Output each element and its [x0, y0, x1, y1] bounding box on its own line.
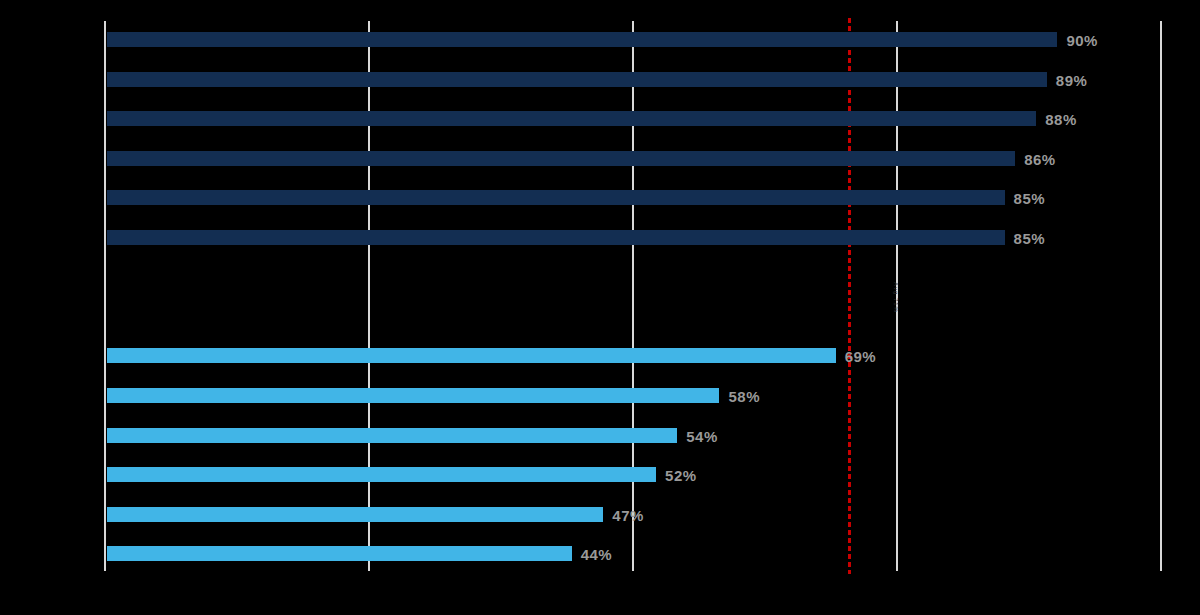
bar-value-label: 52% — [665, 467, 697, 484]
bar-value-label: 58% — [728, 387, 760, 404]
bar-value-label: 86% — [1024, 150, 1056, 167]
average-reference-line — [848, 18, 851, 574]
bar-bottom-group-light-blue-0 — [107, 348, 836, 363]
bar-bottom-group-light-blue-2 — [107, 428, 677, 443]
bar-value-label: 90% — [1066, 32, 1098, 49]
bar-value-label: 69% — [845, 348, 877, 365]
value-axis-line — [104, 21, 106, 571]
bar-value-label: 44% — [581, 546, 613, 563]
bar-top-group-dark-navy-5 — [107, 230, 1005, 245]
bar-value-label: 89% — [1056, 71, 1088, 88]
bar-value-label: 54% — [686, 427, 718, 444]
bar-top-group-dark-navy-1 — [107, 72, 1047, 87]
bar-top-group-dark-navy-4 — [107, 190, 1005, 205]
rotated-gridline-annotation: Avg 71% — [893, 282, 899, 313]
bar-value-label: 88% — [1045, 111, 1077, 128]
bar-top-group-dark-navy-0 — [107, 32, 1057, 47]
bar-bottom-group-light-blue-1 — [107, 388, 719, 403]
bar-value-label: 85% — [1014, 229, 1046, 246]
gridline-25pct — [368, 21, 370, 571]
bar-top-group-dark-navy-2 — [107, 111, 1036, 126]
bar-bottom-group-light-blue-5 — [107, 546, 572, 561]
gridline-100pct — [1160, 21, 1162, 571]
bar-chart-canvas: 90% 89% 88% 86% 85% 85% 69% 58% 54% 52% 47% 44% Avg… — [0, 0, 1200, 615]
gridline-50pct — [632, 21, 634, 571]
bar-bottom-group-light-blue-3 — [107, 467, 656, 482]
bar-bottom-group-light-blue-4 — [107, 507, 603, 522]
bar-value-label: 85% — [1014, 190, 1046, 207]
bar-chart-plot-area: 90% 89% 88% 86% 85% 85% 69% 58% 54% 52% 47% 44% — [0, 0, 1200, 615]
bar-value-label: 47% — [612, 506, 644, 523]
bar-top-group-dark-navy-3 — [107, 151, 1015, 166]
